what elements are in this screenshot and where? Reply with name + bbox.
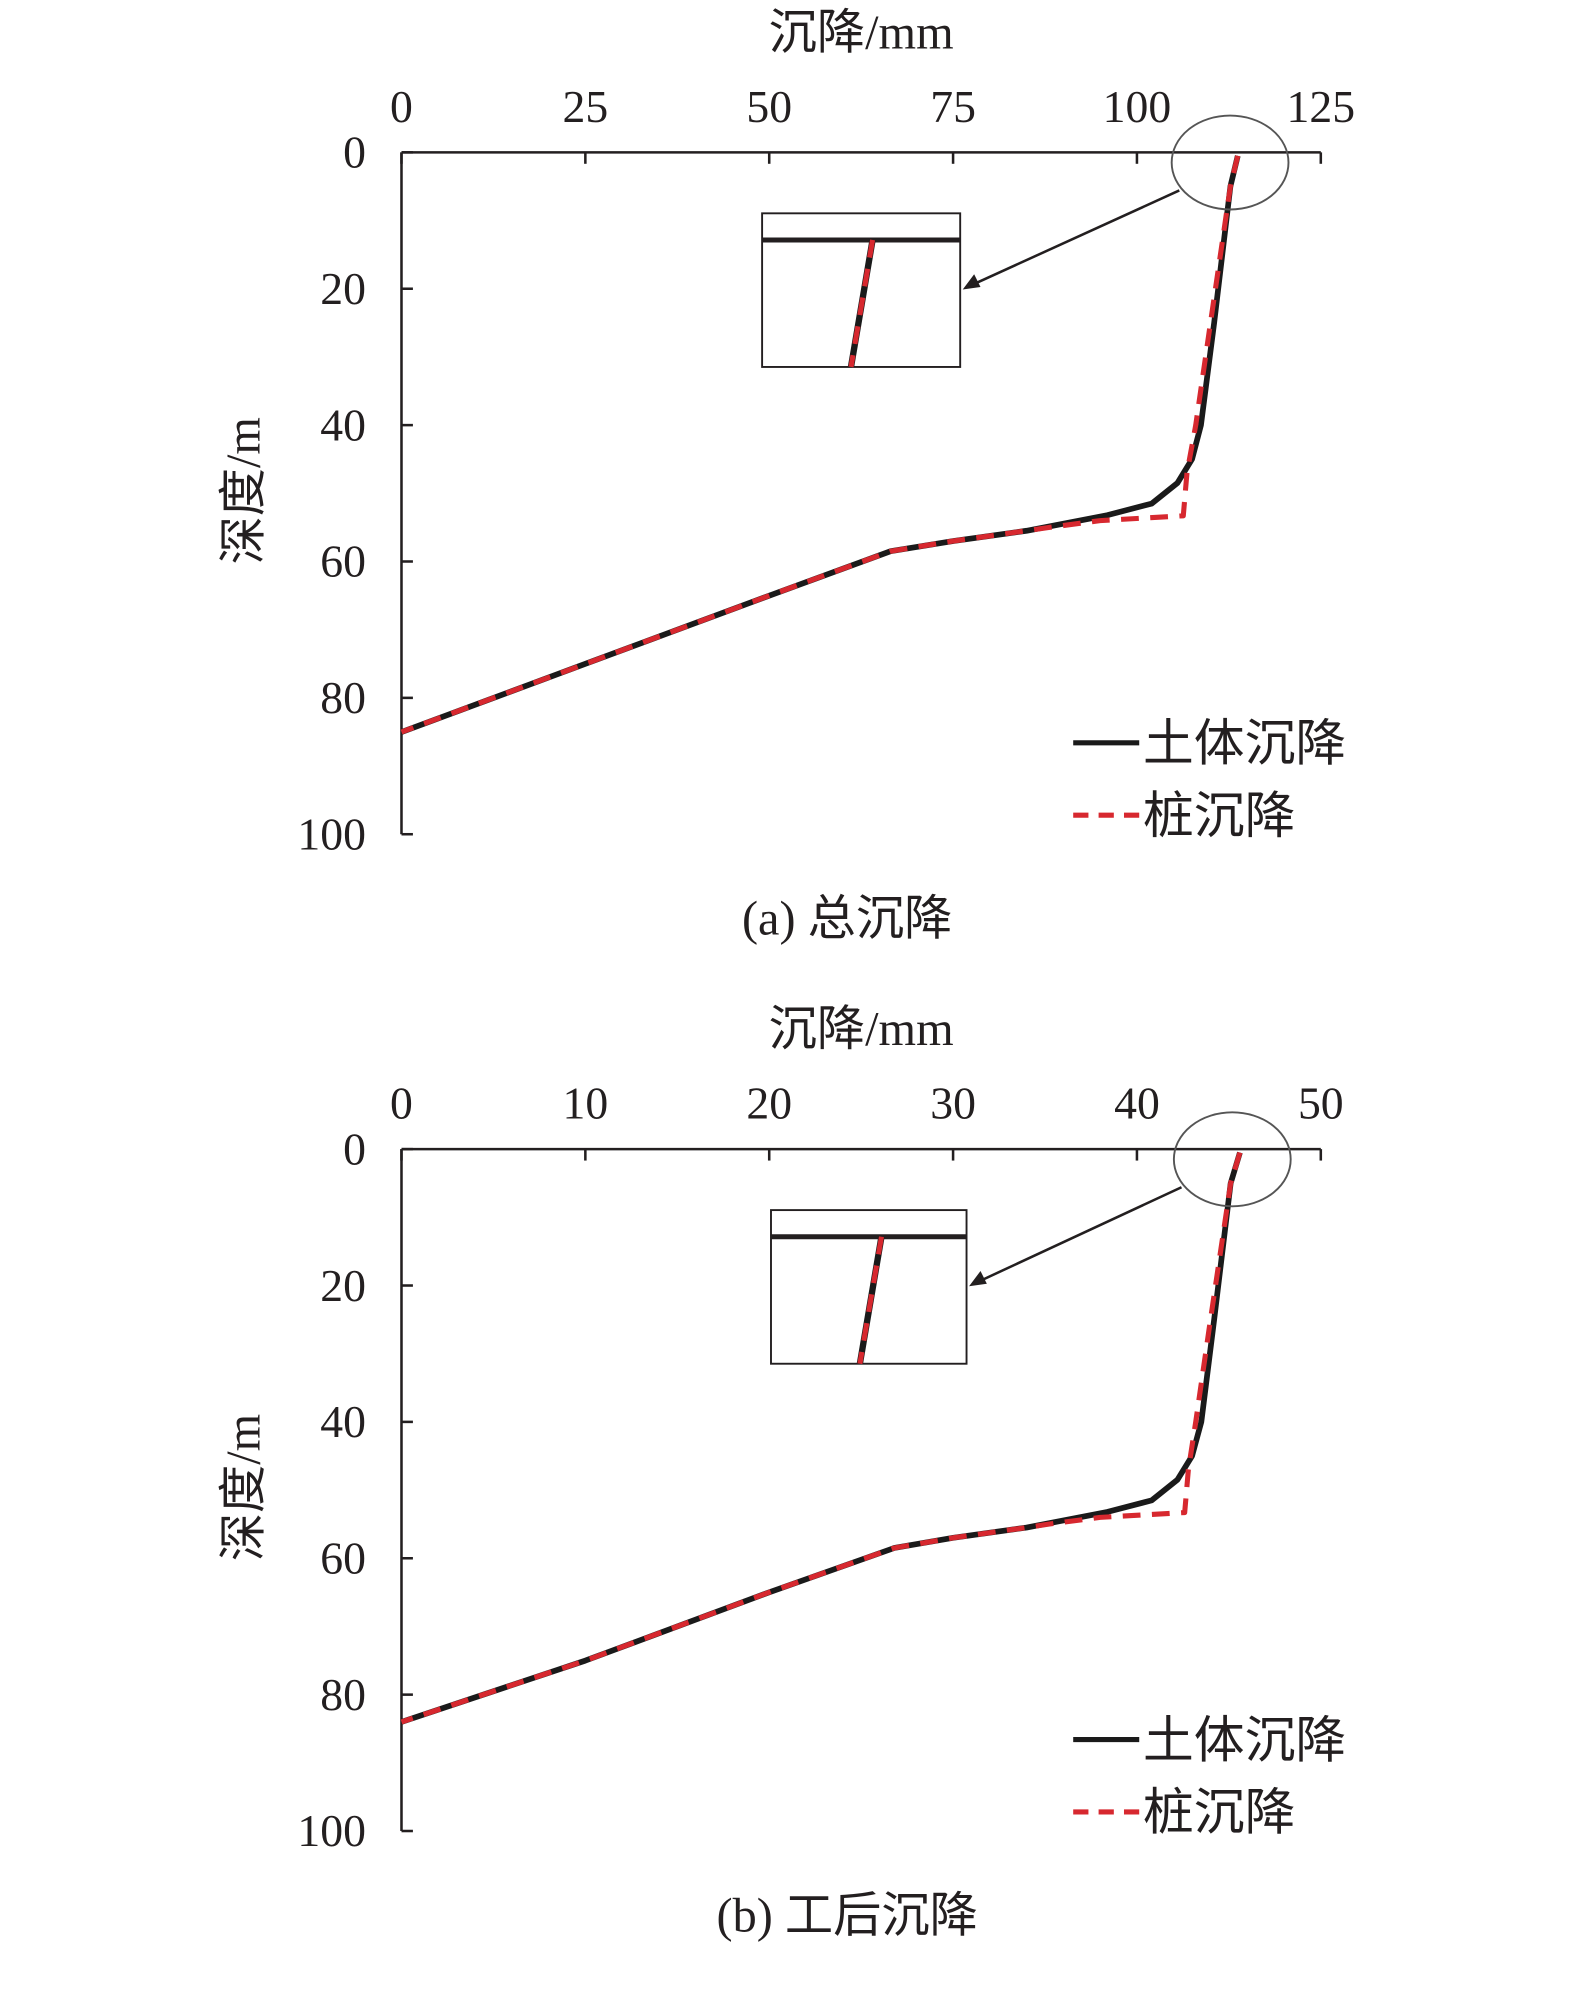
x-tick-label: 20 <box>746 1078 792 1129</box>
inset-zoom-box <box>770 1209 968 1365</box>
legend-label-soil: 土体沉降 <box>1143 1712 1346 1768</box>
y-tick-label: 20 <box>320 263 366 314</box>
y-axis-title: 深度/m <box>217 417 270 564</box>
series-line-pile <box>400 1151 1243 1725</box>
x-tick-label: 0 <box>390 81 413 132</box>
y-tick-label: 100 <box>297 808 366 859</box>
y-tick-label: 20 <box>320 1260 366 1311</box>
legend-label-soil: 土体沉降 <box>1143 716 1346 772</box>
x-tick-label: 10 <box>563 1078 609 1129</box>
x-tick-label: 75 <box>930 81 976 132</box>
y-tick-label: 60 <box>320 536 366 587</box>
figure-caption: (b) 工后沉降 <box>717 1889 978 1942</box>
zoom-highlight-circle <box>1172 1111 1292 1208</box>
y-tick-label: 0 <box>343 1123 366 1174</box>
x-axis-title: 沉降/mm <box>769 6 954 59</box>
chart-panel-a: 沉降/mm 深度/m 0 25 50 75 100 125 0 20 40 60 80 100 土体沉降桩沉… <box>217 6 1355 945</box>
callout-arrow <box>969 189 1180 287</box>
x-tick-label: 100 <box>1103 81 1172 132</box>
series-line-pile <box>400 155 1241 735</box>
inset-pile-line <box>857 1236 884 1365</box>
y-tick-label: 60 <box>320 1532 366 1583</box>
y-axis-title: 深度/m <box>217 1414 270 1561</box>
arrowhead-icon <box>962 274 981 290</box>
y-tick-label: 80 <box>320 672 366 723</box>
y-tick-label: 100 <box>297 1805 366 1856</box>
x-tick-label: 25 <box>563 81 609 132</box>
x-tick-label: 40 <box>1114 1078 1160 1129</box>
legend-label-pile: 桩沉降 <box>1143 788 1295 844</box>
y-tick-label: 80 <box>320 1669 366 1720</box>
callout-arrow <box>976 1186 1183 1284</box>
legend-label-pile: 桩沉降 <box>1143 1785 1295 1841</box>
x-tick-label: 30 <box>930 1078 976 1129</box>
arrowhead-icon <box>969 1271 987 1287</box>
y-tick-label: 0 <box>343 127 366 178</box>
y-tick-label: 40 <box>320 399 366 450</box>
x-tick-label: 50 <box>1298 1078 1344 1129</box>
zoom-highlight-circle <box>1170 114 1290 211</box>
x-tick-label: 50 <box>746 81 792 132</box>
x-tick-label: 125 <box>1287 81 1356 132</box>
y-tick-label: 40 <box>320 1396 366 1447</box>
figure-caption: (a) 总沉降 <box>742 893 952 946</box>
inset-pile-line <box>848 239 876 368</box>
x-tick-label: 0 <box>390 1078 413 1129</box>
x-axis-title: 沉降/mm <box>769 1003 954 1056</box>
